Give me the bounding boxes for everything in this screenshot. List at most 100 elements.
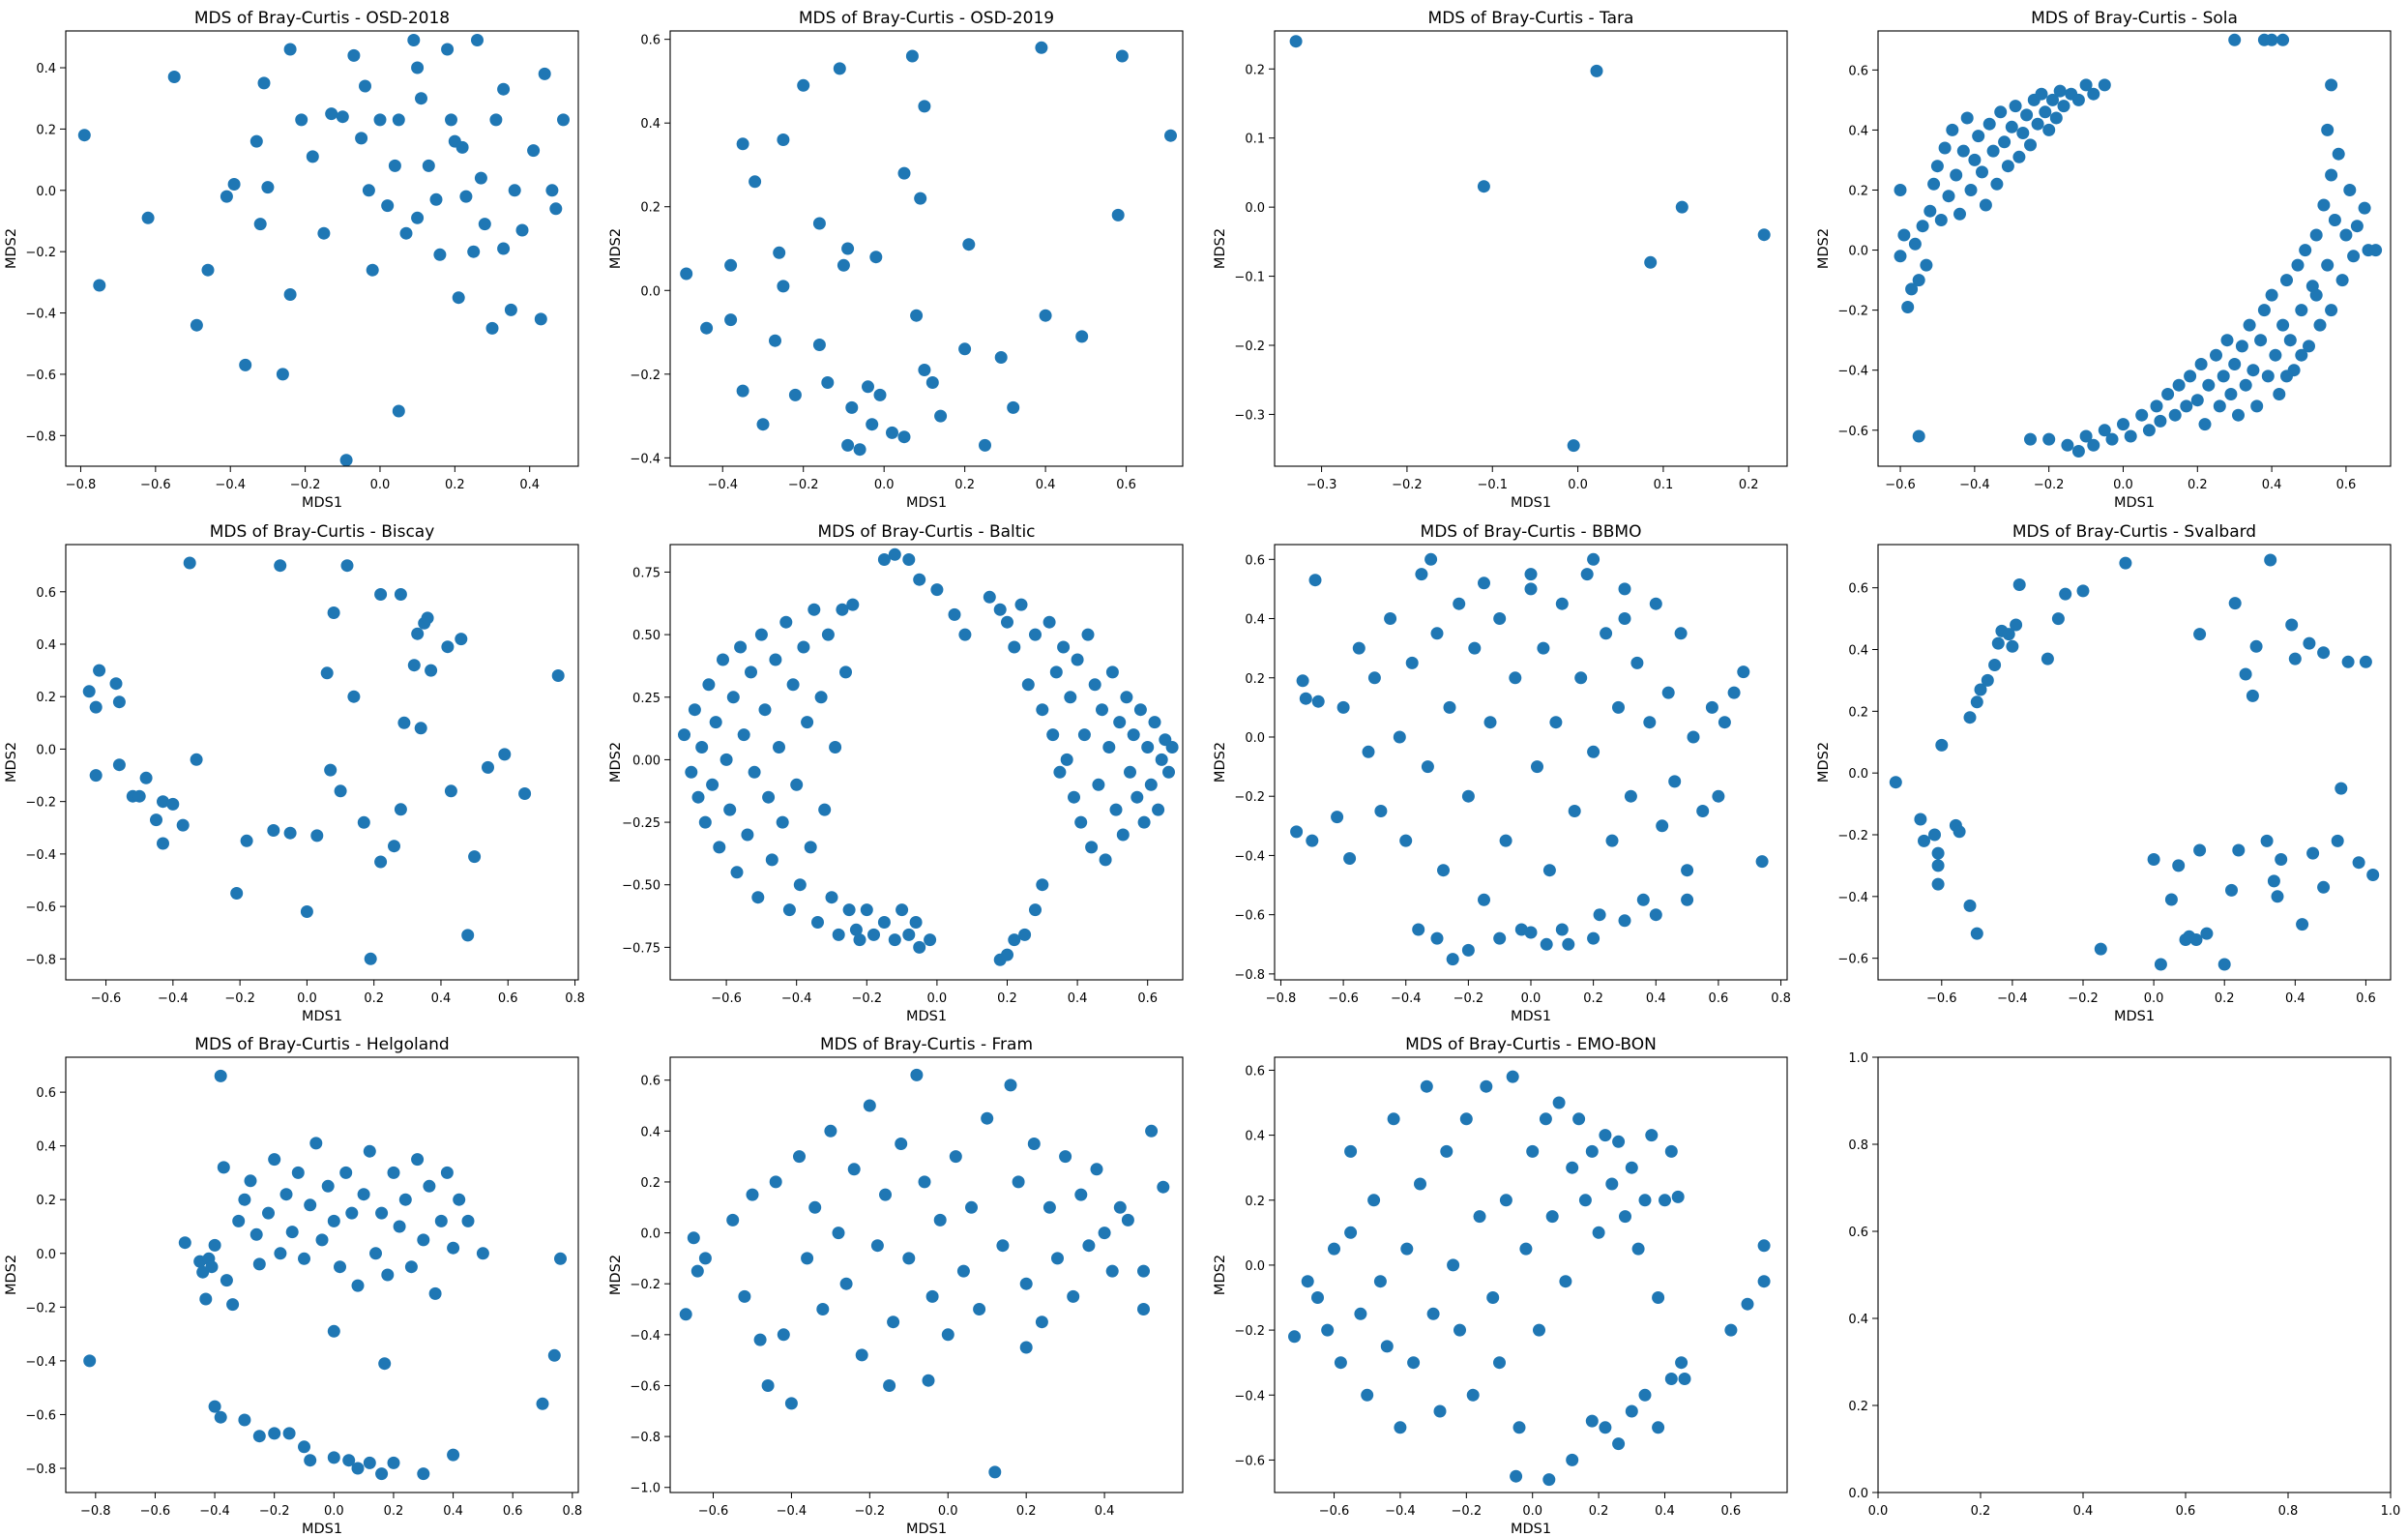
data-point bbox=[1407, 1356, 1421, 1370]
data-point bbox=[1131, 790, 1144, 804]
data-point bbox=[320, 666, 334, 680]
data-point bbox=[1141, 741, 1155, 754]
data-point bbox=[1524, 926, 1538, 939]
axes-frame bbox=[1877, 1056, 2392, 1493]
data-point bbox=[956, 1264, 970, 1278]
data-point bbox=[1105, 1264, 1119, 1278]
data-point bbox=[958, 628, 972, 641]
data-point bbox=[2291, 258, 2305, 272]
data-point bbox=[205, 1260, 219, 1274]
data-point bbox=[1057, 640, 1071, 654]
y-tick-label: 0.6 bbox=[640, 1075, 661, 1089]
data-point bbox=[1916, 220, 1929, 233]
data-point bbox=[1934, 214, 1948, 226]
y-tick-label: 0.4 bbox=[640, 1125, 661, 1139]
data-point bbox=[1308, 574, 1322, 587]
data-point bbox=[1454, 1323, 1466, 1337]
data-point bbox=[2059, 587, 2072, 601]
data-point bbox=[1612, 1437, 1626, 1451]
data-point bbox=[1145, 1124, 1159, 1138]
data-point bbox=[723, 803, 737, 816]
data-point bbox=[1421, 760, 1434, 774]
data-point bbox=[949, 1150, 962, 1164]
data-point bbox=[1600, 627, 1613, 640]
x-tick-label: −0.6 bbox=[1926, 991, 1957, 1006]
data-point bbox=[2369, 244, 2383, 257]
data-point bbox=[425, 664, 438, 677]
data-point bbox=[304, 1198, 317, 1212]
y-axis-label: MDS2 bbox=[1816, 228, 1832, 269]
data-point bbox=[1367, 1194, 1381, 1207]
x-tick-label: 0.2 bbox=[1739, 478, 1759, 492]
data-point bbox=[1568, 805, 1581, 817]
data-point bbox=[1757, 1239, 1771, 1253]
y-tick-label: 0.6 bbox=[1245, 553, 1265, 568]
data-point bbox=[141, 211, 155, 224]
data-point bbox=[829, 741, 842, 754]
data-point bbox=[441, 640, 455, 654]
data-point bbox=[679, 1308, 692, 1321]
data-point bbox=[2024, 432, 2037, 446]
data-point bbox=[824, 1124, 837, 1138]
data-point bbox=[374, 588, 388, 601]
data-point bbox=[1712, 789, 1725, 803]
data-point bbox=[873, 388, 887, 401]
data-point bbox=[2005, 120, 2018, 133]
data-point bbox=[748, 765, 761, 779]
data-point bbox=[867, 928, 880, 941]
data-point bbox=[979, 438, 991, 452]
data-point bbox=[1493, 931, 1507, 945]
y-tick-label: 0.2 bbox=[1245, 672, 1265, 687]
data-point bbox=[1687, 730, 1700, 744]
axes-frame bbox=[65, 544, 579, 981]
data-point bbox=[1001, 615, 1013, 629]
y-tick-label: 0.2 bbox=[36, 123, 56, 137]
data-point bbox=[1082, 1239, 1096, 1253]
data-point bbox=[150, 813, 162, 827]
data-point bbox=[240, 834, 253, 847]
data-point bbox=[1914, 813, 1927, 826]
data-point bbox=[2016, 127, 2030, 139]
x-tick-label: −0.6 bbox=[140, 478, 171, 492]
x-tick-label: 0.4 bbox=[1655, 1504, 1675, 1519]
data-point bbox=[1074, 815, 1088, 829]
data-point bbox=[1393, 730, 1406, 744]
data-point bbox=[2098, 424, 2111, 437]
data-point bbox=[879, 1188, 892, 1201]
data-point bbox=[1152, 803, 1165, 816]
data-point bbox=[2194, 358, 2208, 370]
data-point bbox=[1590, 64, 1603, 77]
data-point bbox=[1008, 640, 1021, 654]
data-point bbox=[2260, 834, 2274, 847]
data-point bbox=[1645, 1129, 1659, 1142]
x-tick-label: −0.6 bbox=[140, 1504, 171, 1519]
data-point bbox=[1524, 582, 1538, 596]
data-point bbox=[1927, 177, 1941, 191]
data-point bbox=[183, 556, 196, 570]
data-point bbox=[2276, 33, 2290, 46]
x-tick-label: −0.2 bbox=[2068, 991, 2099, 1006]
data-point bbox=[1029, 903, 1042, 917]
data-point bbox=[1526, 1144, 1540, 1158]
subplot-1: −0.8 −0.6 −0.4 −0.2 0.0 0.2 0.4 −0.8 −0.6 −0.4 −0.… bbox=[4, 9, 579, 511]
data-point bbox=[883, 1379, 896, 1392]
x-tick-label: −0.4 bbox=[777, 1504, 808, 1519]
y-tick-label: −0.6 bbox=[1234, 909, 1265, 924]
y-tick-label: 0.00 bbox=[632, 754, 661, 768]
data-point bbox=[863, 1099, 876, 1112]
data-point bbox=[2076, 584, 2090, 598]
y-tick-label: 0.6 bbox=[1848, 1226, 1868, 1240]
subplot-4: −0.6 −0.4 −0.2 0.0 0.2 0.4 0.6 −0.6 −0.4 −0.2 0.0 0… bbox=[1816, 9, 2392, 511]
y-tick-label: −0.2 bbox=[25, 246, 56, 260]
x-tick-label: 0.0 bbox=[324, 1504, 344, 1519]
data-point bbox=[2275, 853, 2288, 866]
data-point bbox=[274, 559, 287, 573]
data-point bbox=[2347, 250, 2361, 263]
data-point bbox=[1587, 745, 1600, 758]
data-point bbox=[797, 78, 810, 92]
x-tick-label: −0.2 bbox=[224, 991, 255, 1006]
data-point bbox=[1373, 1275, 1387, 1288]
data-point bbox=[545, 184, 559, 197]
data-point bbox=[1908, 237, 1922, 251]
data-point bbox=[327, 606, 340, 619]
